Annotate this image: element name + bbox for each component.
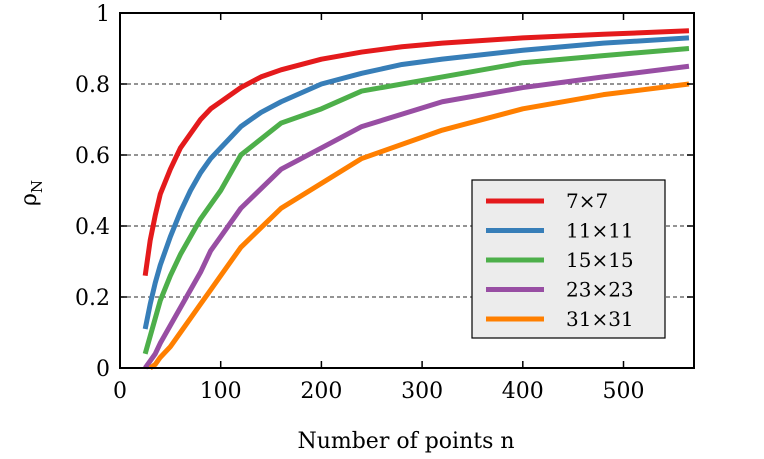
y-tick-label: 0.8	[75, 73, 110, 98]
series-line	[143, 63, 690, 370]
legend-label: 31×31	[566, 307, 634, 331]
series-line	[148, 81, 690, 371]
x-tick-label: 400	[502, 379, 544, 404]
y-tick-label: 1	[96, 2, 110, 27]
y-axis-label: ρN	[17, 180, 46, 206]
x-tick-label: 300	[401, 379, 443, 404]
legend: 7×7 11×11 15×15 23×23 31×31	[471, 179, 666, 339]
x-tick-label: 200	[300, 379, 342, 404]
y-axis-label-main: ρ	[17, 193, 42, 206]
y-tick-label: 0.2	[75, 286, 110, 311]
plot-frame	[119, 12, 695, 369]
x-tick-label: 500	[603, 379, 645, 404]
x-axis-label: Number of points n	[297, 429, 514, 454]
legend-label: 15×15	[566, 248, 634, 272]
series-line	[142, 28, 690, 277]
y-axis-label-sub: N	[28, 180, 46, 193]
x-tick-label: 100	[200, 379, 242, 404]
svg-text:ρN: ρN	[17, 180, 46, 206]
series-line	[142, 46, 690, 355]
y-tick-label: 0	[96, 357, 110, 382]
y-tick-labels: 0 0.2 0.4 0.6 0.8 1	[75, 2, 110, 382]
y-tick-label: 0.4	[75, 215, 110, 240]
x-tick-label: 0	[113, 379, 127, 404]
legend-label: 11×11	[566, 219, 634, 243]
legend-label: 7×7	[566, 189, 608, 213]
legend-label: 23×23	[566, 278, 634, 302]
axis-ticks	[119, 12, 694, 369]
y-tick-label: 0.6	[75, 144, 110, 169]
series-lines	[142, 28, 690, 371]
x-tick-labels: 0 100 200 300 400 500	[113, 379, 645, 404]
series-line	[142, 35, 690, 330]
